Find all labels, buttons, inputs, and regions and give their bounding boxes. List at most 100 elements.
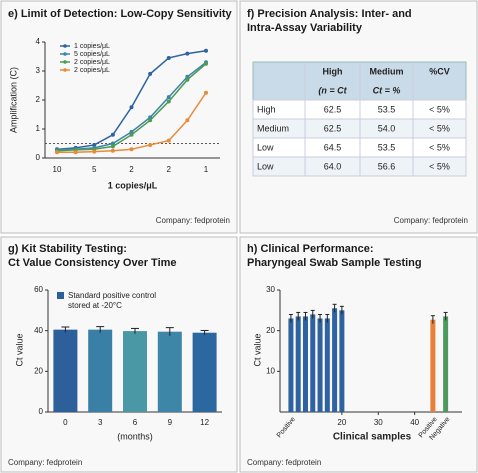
y-tick-label: 60 (34, 285, 43, 294)
bar (302, 316, 308, 412)
data-point (166, 55, 171, 60)
panel-title: h) Clinical Performance: (247, 243, 374, 255)
x-tick-label: 3 (98, 418, 103, 427)
x-tick-label: 1 (204, 165, 209, 174)
table-cell: < 5% (429, 104, 450, 114)
y-tick-label: 0 (36, 153, 41, 162)
y-axis-label: Ct value (14, 333, 24, 366)
legend-marker (63, 52, 67, 56)
x-tick-label: 30 (374, 418, 383, 427)
table-header-cell: %CV (429, 66, 450, 76)
data-point (148, 118, 153, 123)
table-cell: 62.5 (324, 104, 342, 114)
x-tick-label: 2 (129, 165, 134, 174)
legend-label: Standard positive control (68, 291, 156, 300)
data-point (110, 141, 115, 146)
bar (332, 308, 338, 412)
x-tick-label: 9 (168, 418, 173, 427)
y-tick-label: 40 (34, 326, 43, 335)
x-axis-label: (months) (117, 431, 153, 441)
legend-label: 2 copies/μL (74, 59, 110, 66)
data-point (110, 148, 115, 153)
x-tick-label: 20 (337, 418, 346, 427)
x-tick-label: 12 (200, 418, 209, 427)
bar (88, 329, 113, 412)
footer: Company: fedprotein (8, 458, 82, 467)
table-cell: < 5% (429, 123, 450, 133)
data-point (129, 147, 134, 152)
legend-label: 1 copies/μL (74, 43, 110, 50)
x-tick-label: 5 (92, 165, 97, 174)
footer: Company: fedprotein (394, 216, 468, 225)
bar (157, 331, 182, 412)
data-point (92, 149, 97, 154)
legend-label: 5 copies/μL (74, 51, 110, 58)
data-point (92, 142, 97, 147)
table-cell: 54.0 (378, 123, 396, 133)
data-point (204, 61, 208, 66)
data-point (204, 90, 208, 95)
legend-label: stored at -20°C (68, 301, 122, 310)
y-tick-label: 10 (266, 366, 275, 375)
data-point (185, 77, 190, 82)
y-axis-label: Amplification (C) (8, 67, 18, 133)
panel-title: e) Limit of Detection: Low-Copy Sensitiv… (8, 8, 233, 20)
x-tick-label: 0 (63, 418, 68, 427)
legend-marker (63, 68, 67, 72)
y-tick-label: 20 (34, 366, 43, 375)
table-cell: Low (257, 142, 274, 152)
bar (53, 329, 78, 412)
data-point (204, 48, 208, 53)
panel-title: Pharyngeal Swab Sample Testing (247, 257, 422, 269)
bar (339, 310, 345, 412)
x-axis-label: Clinical samples (333, 432, 412, 443)
bar (430, 319, 436, 412)
panel-title: Ct Value Consistency Over Time (8, 257, 177, 269)
data-point (166, 99, 171, 104)
data-point (166, 95, 171, 100)
bar (295, 316, 301, 412)
bar (123, 331, 147, 412)
table-header-cell: High (323, 66, 343, 76)
data-point (148, 71, 153, 76)
x-tick-label: 10 (53, 165, 62, 174)
bar (324, 318, 330, 412)
data-point (185, 51, 190, 56)
legend-label: 2 copies/μL (74, 67, 110, 74)
footer: Company: fedprotein (247, 458, 321, 467)
data-point (129, 132, 134, 137)
data-point (129, 129, 134, 134)
data-point (166, 138, 171, 143)
table-cell: 56.6 (378, 161, 396, 171)
table-cell: Medium (257, 123, 289, 133)
table-header-cell: Ct = % (373, 85, 401, 95)
data-point (55, 150, 59, 155)
y-tick-label: 20 (266, 326, 275, 335)
data-point (148, 142, 153, 147)
data-point (73, 150, 78, 155)
table-cell: 53.5 (378, 142, 396, 152)
data-point (185, 74, 190, 79)
x-tick-label: 40 (410, 418, 419, 427)
footer: Company: fedprotein (156, 216, 230, 225)
y-axis-label: Ct value (252, 333, 262, 366)
x-tick-label: 6 (133, 418, 138, 427)
y-tick-label: 1 (36, 124, 41, 133)
x-axis-label: 1 copies/μL (108, 180, 158, 190)
legend-swatch (57, 292, 64, 299)
legend-marker (63, 44, 67, 48)
panel-title: g) Kit Stability Testing: (8, 243, 127, 255)
bar (288, 318, 294, 412)
table-cell: 62.5 (324, 123, 342, 133)
data-point (185, 118, 190, 123)
y-tick-label: 0 (39, 407, 44, 416)
x-tick-label: 2 (167, 165, 172, 174)
table-header-cell: Medium (369, 66, 403, 76)
data-point (110, 144, 115, 149)
table-cell: High (257, 104, 276, 114)
legend-marker (63, 60, 67, 64)
table-cell: 64.5 (324, 142, 342, 152)
bar (192, 332, 217, 412)
y-tick-label: 30 (266, 285, 275, 294)
